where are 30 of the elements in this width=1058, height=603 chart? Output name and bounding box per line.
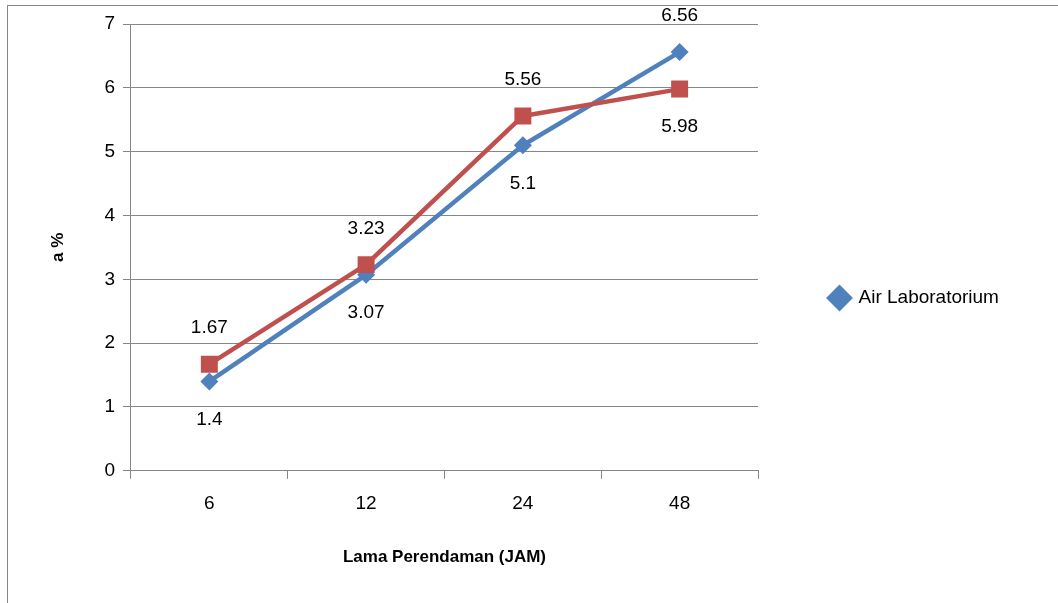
- point: [200, 372, 219, 391]
- y-axis-title: a %: [47, 232, 67, 263]
- data-label: 1.67: [190, 316, 228, 338]
- x-tick-label: 48: [669, 492, 691, 514]
- y-tick-label: 1: [104, 395, 115, 417]
- data-label: 1.4: [196, 407, 223, 429]
- data-label: 3.23: [347, 216, 385, 238]
- x-axis-title: Lama Perendaman (JAM): [342, 547, 547, 567]
- y-tick-label: 5: [104, 139, 115, 161]
- data-label: 3.07: [347, 301, 385, 323]
- point: [200, 355, 218, 373]
- data-label: 6.56: [661, 4, 699, 26]
- point: [514, 107, 532, 125]
- y-tick-label: 6: [104, 76, 115, 98]
- point: [671, 80, 689, 98]
- x-tick-label: 6: [204, 492, 215, 514]
- y-tick-label: 7: [104, 12, 115, 34]
- data-label: 5.1: [509, 171, 537, 193]
- data-label: 5.56: [504, 68, 542, 90]
- point: [513, 136, 532, 155]
- y-tick-label: 0: [104, 459, 115, 481]
- y-tick-label: 3: [104, 267, 115, 289]
- x-tick-label: 12: [355, 492, 377, 514]
- y-tick-label: 4: [104, 203, 116, 225]
- x-tick-label: 24: [512, 492, 534, 514]
- legend-label: Air Laboratorium: [858, 286, 999, 308]
- y-tick-label: 2: [104, 331, 115, 353]
- data-label: 5.98: [661, 115, 699, 137]
- point: [670, 43, 689, 62]
- point: [357, 256, 375, 274]
